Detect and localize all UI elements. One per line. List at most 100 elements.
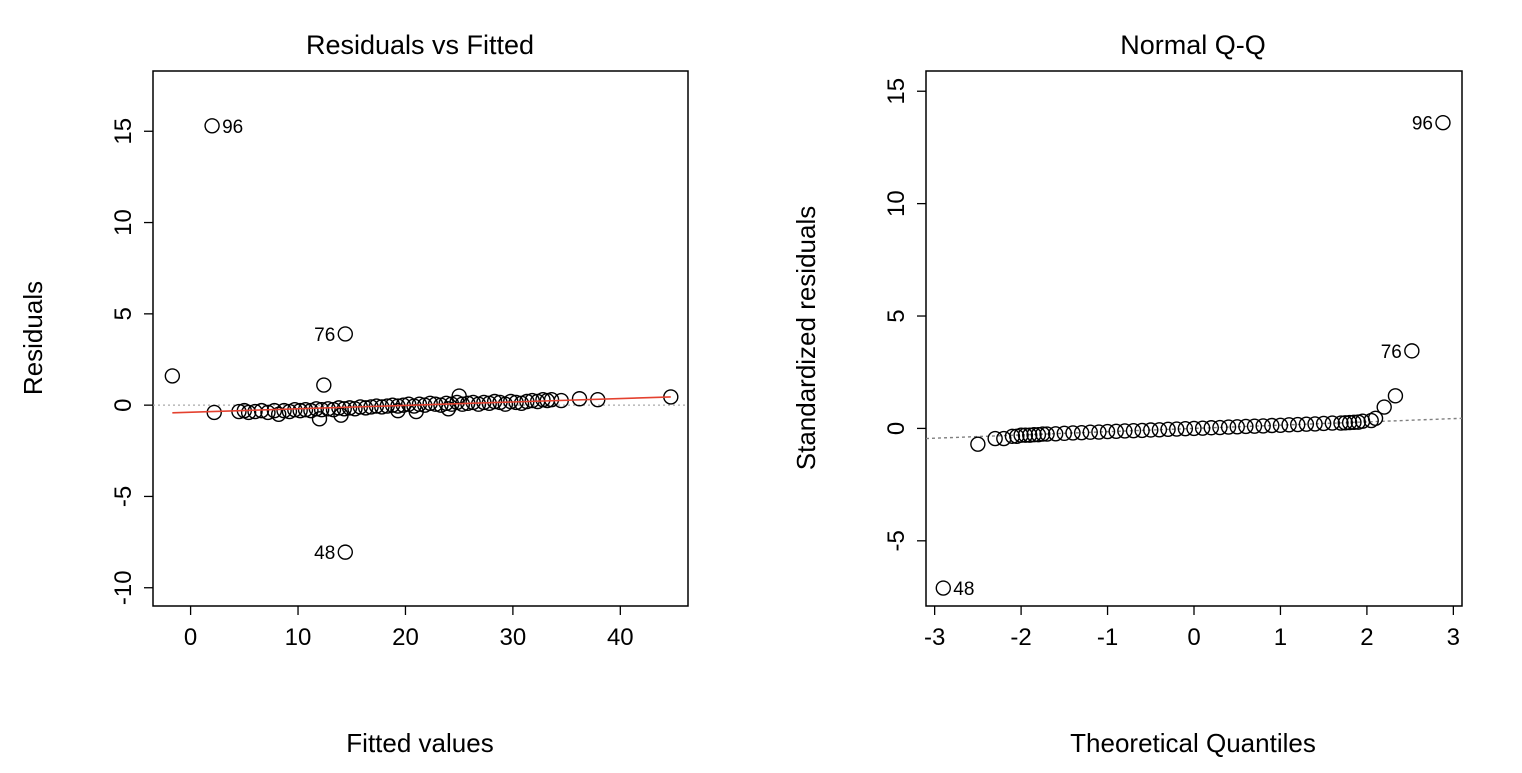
outlier-label: 48 <box>953 579 974 600</box>
x-tick-label: 40 <box>607 624 634 651</box>
data-point <box>1134 422 1150 439</box>
data-point <box>1047 426 1064 442</box>
x-tick-label: 2 <box>1360 624 1373 651</box>
data-point <box>164 368 181 384</box>
y-axis-label: Residuals <box>18 281 48 395</box>
y-tick-label: 15 <box>110 118 137 145</box>
data-point <box>1194 420 1211 436</box>
smoother-line <box>172 396 671 414</box>
data-point <box>1264 417 1280 434</box>
data-point <box>337 544 353 560</box>
data-point <box>1346 414 1362 431</box>
data-point <box>1177 420 1194 437</box>
data-point <box>1160 421 1176 438</box>
panel-title: Normal Q-Q <box>1120 30 1266 60</box>
data-point <box>1290 416 1306 433</box>
x-tick-label: 1 <box>1274 624 1287 651</box>
plot-frame <box>152 70 689 607</box>
plot-area: 96 76 48 <box>925 114 1463 600</box>
data-point <box>970 436 986 452</box>
data-point <box>313 402 330 418</box>
x-tick-label: 0 <box>184 624 197 651</box>
y-axis-label: Standardized residuals <box>791 206 821 471</box>
outlier-label: 76 <box>1381 342 1402 363</box>
y-tick-label: 0 <box>883 422 910 435</box>
y-tick-label: 10 <box>883 190 910 217</box>
y-axis: -5 0 5 10 15 <box>883 78 926 551</box>
x-tick-label: -3 <box>924 624 945 651</box>
data-point <box>1255 418 1271 434</box>
panel-title: Residuals vs Fitted <box>306 30 534 60</box>
data-point <box>1143 422 1159 438</box>
data-point <box>206 404 222 421</box>
data-point <box>1324 415 1341 431</box>
data-point <box>1039 426 1055 442</box>
data-point <box>1246 418 1263 434</box>
x-tick-label: -1 <box>1097 624 1118 651</box>
data-point <box>247 403 263 420</box>
data-point <box>1073 424 1090 441</box>
data-point <box>1341 414 1358 431</box>
x-axis-label: Theoretical Quantiles <box>1070 728 1316 758</box>
data-point <box>1065 425 1081 441</box>
data-point <box>935 580 951 596</box>
data-point <box>1281 417 1297 433</box>
x-tick-label: 10 <box>285 624 312 651</box>
data-point <box>260 404 276 421</box>
data-point <box>390 402 406 419</box>
data-point <box>1004 428 1021 444</box>
x-axis-label: Fitted values <box>346 728 493 758</box>
x-tick-label: 0 <box>1187 624 1200 651</box>
data-point <box>276 402 292 419</box>
plot-frame <box>925 70 1463 607</box>
data-point <box>1017 427 1034 443</box>
outlier-label: 76 <box>314 325 335 346</box>
data-point <box>1220 419 1237 435</box>
y-tick-label: 5 <box>110 307 137 320</box>
y-tick-label: 0 <box>110 398 137 411</box>
data-point <box>486 393 503 410</box>
data-point <box>297 402 314 418</box>
data-point <box>1056 425 1073 442</box>
data-point <box>1035 426 1051 442</box>
x-tick-label: 20 <box>392 624 419 651</box>
outlier-label: 96 <box>222 117 243 138</box>
data-point <box>292 402 308 419</box>
data-point <box>1307 416 1323 432</box>
data-point <box>1229 419 1245 435</box>
outlier-label: 96 <box>1412 114 1433 135</box>
y-tick-label: -5 <box>110 486 137 507</box>
data-point <box>204 118 220 134</box>
outlier-label: 48 <box>314 543 335 564</box>
data-point <box>422 395 438 412</box>
data-point <box>1337 415 1353 431</box>
data-point <box>1013 427 1029 443</box>
y-tick-label: 10 <box>110 209 137 236</box>
data-point <box>1203 420 1219 436</box>
data-point <box>440 401 457 417</box>
data-point <box>1091 424 1107 440</box>
data-point <box>1404 343 1420 359</box>
qq-reference-line <box>925 417 1463 440</box>
data-point <box>1151 422 1168 438</box>
y-tick-label: -5 <box>883 530 910 551</box>
data-point <box>1169 421 1185 437</box>
x-tick-label: 30 <box>500 624 527 651</box>
data-point <box>1108 423 1124 440</box>
data-point <box>987 430 1003 447</box>
data-point <box>311 411 328 427</box>
data-point <box>1022 427 1038 443</box>
data-point <box>1333 415 1349 431</box>
data-point <box>1125 422 1142 439</box>
x-axis: -3 -2 -1 0 1 2 3 <box>924 606 1460 651</box>
y-tick-label: 15 <box>883 78 910 105</box>
data-point <box>1238 418 1254 435</box>
data-point <box>240 404 257 421</box>
residuals-vs-fitted-panel: Residuals vs Fitted Fitted values Residu… <box>18 30 689 758</box>
data-point <box>996 430 1012 447</box>
data-point <box>1315 415 1332 432</box>
data-point <box>1387 388 1404 404</box>
y-tick-label: 5 <box>883 309 910 322</box>
